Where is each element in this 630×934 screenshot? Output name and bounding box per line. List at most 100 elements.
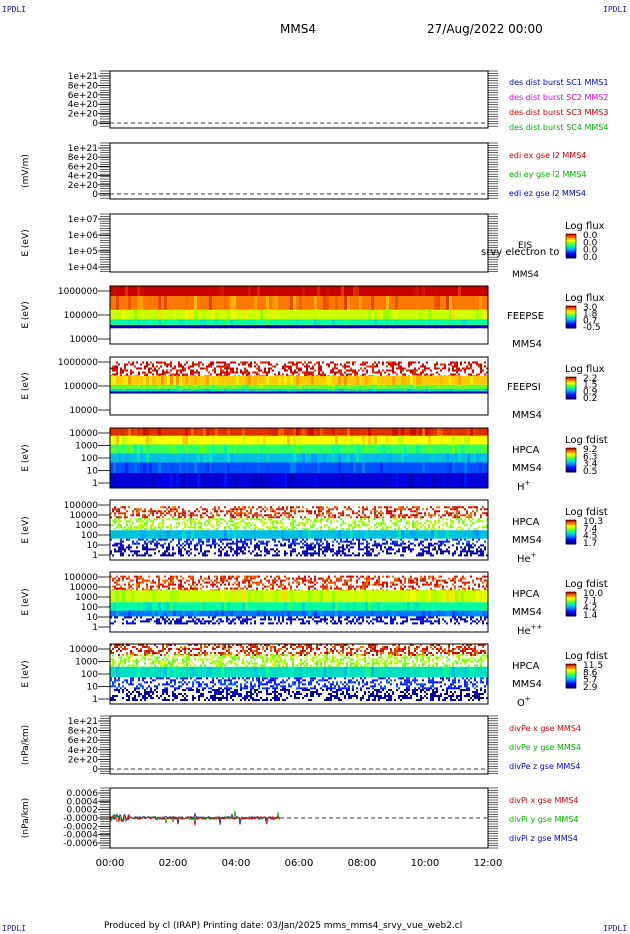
spectrogram-cell: [137, 296, 140, 310]
spectrogram-cell: [232, 540, 234, 543]
spectrogram-cell: [200, 319, 203, 326]
spectrogram-cell: [116, 583, 118, 586]
spectrogram-cell: [378, 371, 380, 374]
spectrogram-cell: [446, 296, 449, 310]
spectrogram-cell: [264, 369, 266, 372]
spectrogram-cell: [464, 538, 466, 541]
spectrogram-cell: [460, 363, 462, 366]
spectrogram-cell: [196, 522, 198, 525]
spectrogram-cell: [166, 371, 168, 374]
spectrogram-cell: [365, 286, 368, 297]
spectrogram-cell: [264, 542, 266, 545]
spectrogram-cell: [458, 542, 460, 545]
colorbar-tick-label: 1.5: [583, 381, 597, 391]
spectrogram-cell: [230, 550, 232, 553]
spectrogram-cell: [410, 548, 412, 551]
spectrogram-cell: [250, 575, 252, 578]
spectrogram-cell: [386, 325, 389, 329]
spectrogram-cell: [258, 548, 260, 551]
spectrogram-cell: [438, 510, 440, 513]
spectrogram-cell: [182, 435, 185, 445]
spectrogram-cell: [221, 610, 224, 617]
spectrogram-cell: [450, 524, 452, 527]
y-tick-label: 1000: [75, 521, 98, 531]
spectrogram-cell: [222, 538, 224, 541]
spectrogram-cell: [113, 602, 116, 611]
spectrogram-cell: [160, 583, 162, 586]
spectrogram-cell: [310, 361, 312, 364]
spectrogram-cell: [194, 520, 196, 523]
spectrogram-cell: [146, 620, 148, 623]
spectrogram-cell: [422, 548, 424, 551]
spectrogram-cell: [446, 319, 449, 326]
spectrogram-cell: [118, 644, 120, 646]
spectrogram-cell: [158, 510, 160, 513]
spectrogram-cell: [128, 548, 130, 551]
spectrogram-cell: [432, 616, 434, 619]
colorbar-segment: [566, 388, 576, 390]
spectrogram-cell: [198, 540, 200, 543]
spectrogram-cell: [300, 361, 302, 364]
spectrogram-cell: [254, 577, 256, 580]
spectrogram-cell: [155, 602, 158, 611]
spectrogram-cell: [335, 435, 338, 445]
spectrogram-cell: [148, 652, 150, 654]
spectrogram-cell: [180, 363, 182, 366]
spectrogram-cell: [182, 373, 184, 376]
spectrogram-cell: [326, 376, 329, 385]
spectrogram-cell: [444, 620, 446, 623]
spectrogram-cell: [338, 388, 341, 392]
spectrogram-cell: [112, 577, 114, 580]
y-tick-label: 0: [92, 190, 98, 200]
spectrogram-cell: [354, 520, 356, 523]
spectrogram-cell: [344, 579, 346, 582]
spectrogram-cell: [130, 514, 132, 517]
ion-charge-label: +: [531, 551, 537, 559]
spectrogram-cell: [149, 462, 152, 473]
spectrogram-cell: [318, 544, 320, 547]
spectrogram-cell: [294, 369, 296, 372]
spectrogram-cell: [214, 575, 216, 578]
spectrogram-cell: [260, 506, 262, 509]
spectrogram-cell: [118, 542, 120, 545]
spectrogram-cell: [452, 367, 454, 370]
spectrogram-cell: [162, 506, 164, 509]
spectrogram-cell: [190, 516, 192, 519]
spectrogram-cell: [278, 388, 281, 392]
spectrogram-cell: [270, 548, 272, 551]
spectrogram-cell: [190, 548, 192, 551]
spectrogram-cell: [234, 526, 236, 529]
spectrogram-cell: [200, 650, 202, 652]
spectrogram-cell: [226, 367, 228, 370]
colorbar-tick-label: 3.0: [583, 303, 598, 313]
spectrogram-cell: [470, 367, 472, 370]
spectrogram-cell: [304, 550, 306, 553]
spectrogram-cell: [350, 435, 353, 445]
colorbar-tick-label: 2.2: [583, 374, 597, 384]
spectrogram-cell: [166, 538, 168, 541]
ion-species-label: He+: [517, 551, 537, 565]
spectrogram-cell: [182, 369, 184, 372]
spectrogram-cell: [377, 325, 380, 329]
spectrogram-cell: [166, 550, 168, 553]
spectrogram-cell: [152, 369, 154, 372]
spectrogram-cell: [460, 616, 462, 619]
colorbar-segment: [566, 390, 576, 392]
spectrogram-cell: [410, 384, 413, 389]
spectrogram-cell: [398, 530, 401, 539]
spectrogram-cell: [162, 522, 164, 525]
spectrogram-cell: [400, 587, 402, 590]
spectrogram-cell: [168, 618, 170, 621]
spectrogram-cell: [200, 518, 202, 521]
spectrogram-cell: [224, 577, 226, 580]
spectrogram-cell: [206, 508, 208, 511]
spectrogram-cell: [328, 516, 330, 519]
spectrogram-cell: [162, 585, 164, 588]
spectrogram-cell: [262, 361, 264, 364]
spectrogram-cell: [140, 518, 142, 521]
spectrogram-cell: [462, 618, 464, 621]
spectrogram-cell: [304, 365, 306, 368]
